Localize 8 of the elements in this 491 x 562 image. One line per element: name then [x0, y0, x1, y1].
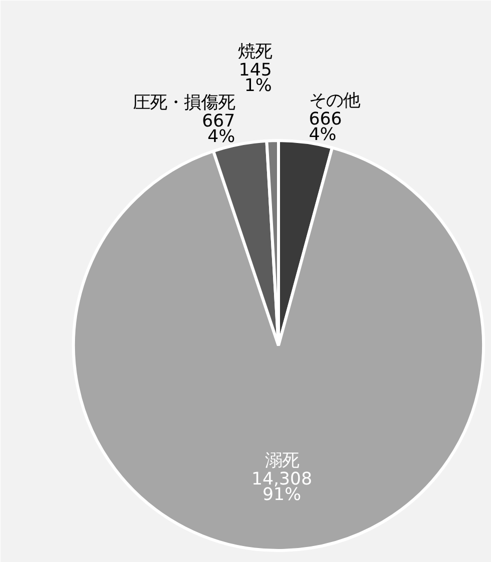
data-label: 14,308 91%	[251, 470, 312, 506]
data-label: 666 4%	[308, 109, 342, 145]
slice-label: 溺死	[264, 451, 299, 472]
data-label: 667 4%	[202, 112, 236, 148]
slice-label: その他	[308, 90, 360, 111]
slice-label: 焼死	[238, 42, 272, 62]
slice-label: 圧死・損傷死	[133, 93, 236, 114]
data-label: 145 1%	[238, 60, 272, 96]
